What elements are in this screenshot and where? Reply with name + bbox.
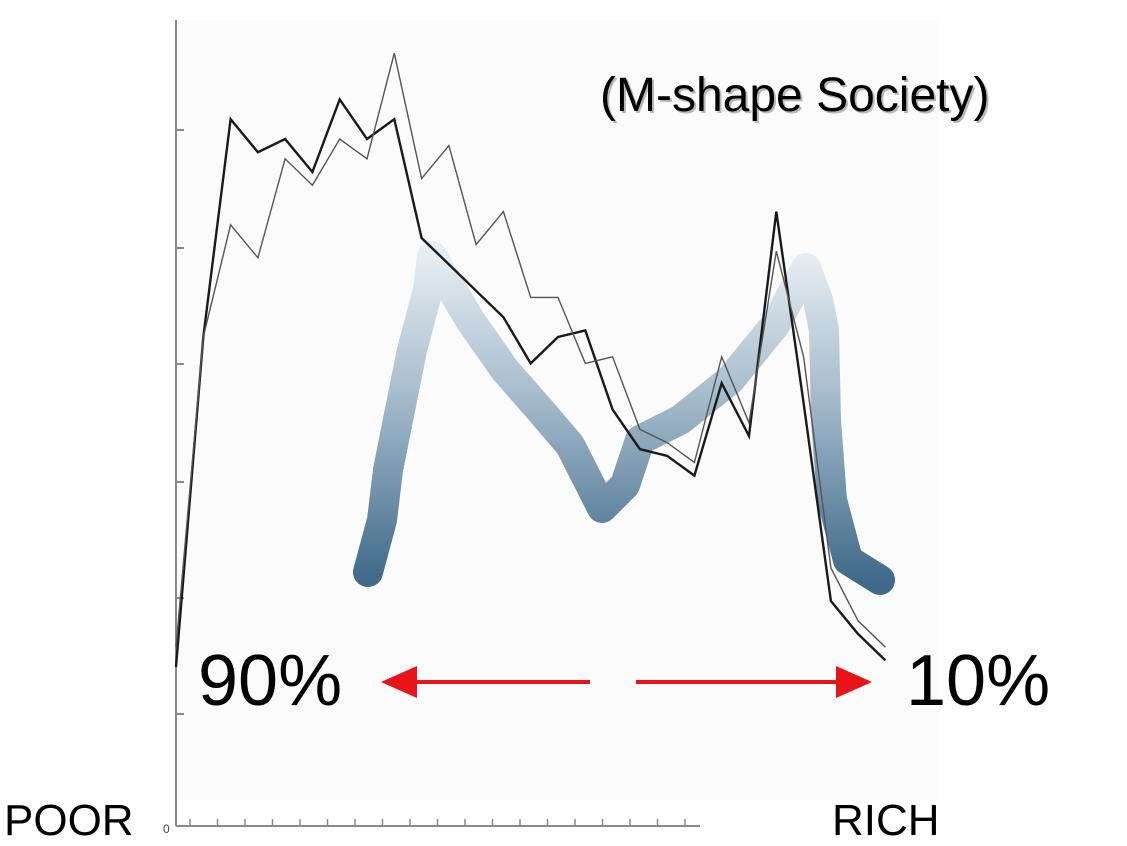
- series-line-dark: [174, 96, 887, 668]
- series-line-light: [175, 53, 886, 648]
- series-group: [174, 53, 887, 668]
- poor-axis-label: POOR: [4, 796, 134, 845]
- rich-share-label: 10%: [906, 641, 1051, 721]
- chart-title: (M-shape Society): [600, 69, 990, 122]
- x-axis-ticks: [189, 819, 686, 826]
- poor-share-label: 90%: [198, 641, 343, 721]
- zero-tick-label: 0: [163, 822, 170, 836]
- rich-axis-label: RICH: [832, 796, 940, 845]
- m-shape-highlight: [353, 241, 895, 595]
